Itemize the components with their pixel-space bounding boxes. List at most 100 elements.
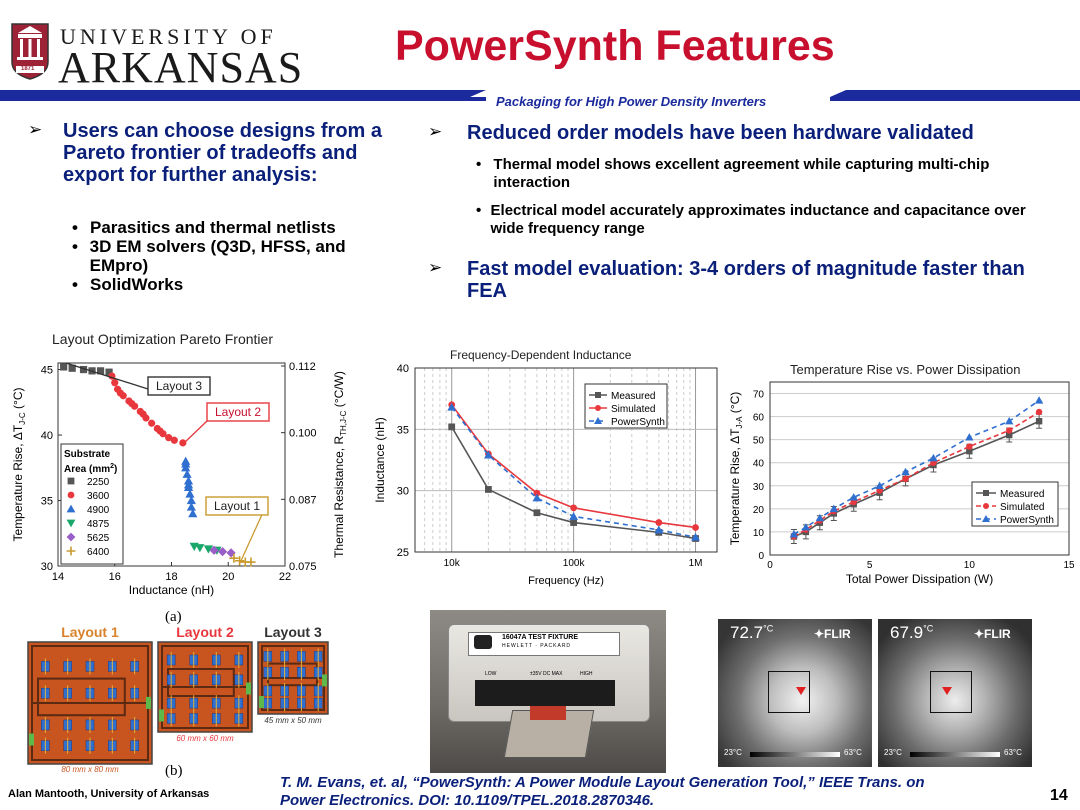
data-point xyxy=(116,389,125,397)
data-point xyxy=(849,493,858,501)
x-tick-label: 20 xyxy=(222,571,234,583)
data-point xyxy=(901,467,910,476)
annotation-label: Layout 2 xyxy=(215,405,261,419)
roi-box xyxy=(768,671,810,713)
data-point xyxy=(570,519,578,526)
data-point xyxy=(209,545,219,555)
legend-marker xyxy=(66,546,76,556)
legend-marker xyxy=(66,532,76,542)
data-point xyxy=(170,436,178,444)
y-tick-label: 50 xyxy=(753,436,765,447)
y-tick-label: 40 xyxy=(397,363,409,375)
fixture-brand: HEWLETT · PACKARD xyxy=(502,643,572,649)
y-tick-label: 10 xyxy=(753,528,765,539)
fixture-slot xyxy=(475,680,615,706)
data-point xyxy=(185,489,195,498)
right-main-bullet-1: Reduced order models have been hardware … xyxy=(467,122,974,144)
y2-tick-label: 0.112 xyxy=(289,361,316,373)
annotation-label: Layout 1 xyxy=(214,499,260,513)
data-point xyxy=(965,433,974,441)
legend-label: 5625 xyxy=(87,533,110,544)
fixture-high-label: HIGH xyxy=(580,671,593,677)
data-point xyxy=(186,495,196,505)
figure-a-label: (a) xyxy=(165,609,182,625)
data-point xyxy=(966,443,973,450)
layout-trace xyxy=(37,677,126,717)
bullet-arrow-icon: ➢ xyxy=(428,122,443,141)
x-tick-label: 10 xyxy=(964,560,976,571)
annotation-box xyxy=(147,376,211,396)
layout-size: 45 mm x 50 mm xyxy=(264,716,322,725)
data-point xyxy=(183,480,194,489)
data-point xyxy=(447,402,457,411)
legend-marker xyxy=(983,490,989,496)
data-point xyxy=(139,410,147,418)
data-point xyxy=(929,453,938,462)
data-point xyxy=(875,481,884,489)
layout-terminal xyxy=(322,674,327,687)
left-sub-item: • 3D EM solvers (Q3D, HFSS, and EMpro) xyxy=(72,237,346,275)
y2-axis-label: Thermal Resistance, RTH,J-C (°C/W) xyxy=(332,371,348,558)
x-tick-label: 0 xyxy=(767,560,773,571)
data-point xyxy=(1006,427,1013,434)
data-point xyxy=(655,519,663,526)
legend-title-2: Area (mm2) xyxy=(64,463,117,475)
hp-logo-icon xyxy=(474,635,492,649)
layout-terminal xyxy=(159,709,164,722)
legend-label: Measured xyxy=(611,391,655,402)
layout-terminal xyxy=(146,696,151,709)
y-tick-label: 45 xyxy=(41,365,53,377)
seal-year: 1871 xyxy=(21,66,35,72)
x-tick-label: 15 xyxy=(1063,560,1075,571)
layout-terminal xyxy=(246,682,251,695)
legend-marker xyxy=(66,504,76,513)
thermal-temp-readout: 67.9°C xyxy=(890,623,934,642)
data-point xyxy=(60,363,68,371)
university-name-line1: UNIVERSITY OF xyxy=(60,24,277,49)
annotation-arrow xyxy=(65,362,149,390)
legend-label: 2250 xyxy=(87,477,110,488)
legend-label: 6400 xyxy=(87,547,110,558)
legend-box xyxy=(60,443,124,565)
data-point xyxy=(1005,417,1014,425)
x-axis-label: Frequency (Hz) xyxy=(528,575,604,587)
page-number: 14 xyxy=(1050,787,1068,804)
x-tick-label: 18 xyxy=(165,571,177,583)
y2-tick-label: 0.087 xyxy=(289,494,317,506)
data-point xyxy=(1035,408,1043,416)
university-name-line2: ARKANSAS xyxy=(58,43,304,92)
data-point xyxy=(246,557,256,567)
data-point xyxy=(156,427,164,435)
footer-reference-2: Power Electronics. DOI: 10.1109/TPEL.201… xyxy=(280,792,655,809)
y-tick-label: 0 xyxy=(758,551,764,562)
x-axis-label: Inductance (nH) xyxy=(129,583,214,597)
layout-boards: Layout 1 80 mm x 80 mm Layout 2 60 mm x 60 … xyxy=(27,624,329,774)
legend-label: 4900 xyxy=(87,505,110,516)
header-bar xyxy=(0,90,1080,101)
annotation-arrow xyxy=(239,514,263,564)
data-point xyxy=(235,556,245,566)
y-axis-label: Temperature Rise, ΔTJ-C (°C) xyxy=(11,388,27,542)
data-point xyxy=(815,513,825,522)
y-tick-label: 25 xyxy=(397,547,409,559)
thermal-scale-max: 63°C xyxy=(844,748,862,757)
legend-label: Simulated xyxy=(611,404,655,415)
footer-reference-1: T. M. Evans, et. al, “PowerSynth: A Powe… xyxy=(280,774,925,791)
left-sub-item: • Parasitics and thermal netlists xyxy=(72,218,336,237)
plot-frame xyxy=(769,381,1070,556)
data-point xyxy=(188,509,198,518)
legend-label: 3600 xyxy=(87,491,110,502)
legend-marker xyxy=(595,392,601,398)
layout-size: 80 mm x 80 mm xyxy=(61,765,119,774)
legend-marker xyxy=(595,405,601,411)
legend-marker xyxy=(982,515,990,522)
bullet-arrow-icon: ➢ xyxy=(428,258,443,277)
data-point xyxy=(111,379,119,387)
data-point xyxy=(1006,431,1013,439)
roi-box xyxy=(930,671,972,713)
data-point xyxy=(569,512,579,520)
data-point xyxy=(181,459,191,468)
data-point xyxy=(966,448,973,455)
bullet-arrow-icon: ➢ xyxy=(28,120,43,139)
legend-label: PowerSynth xyxy=(1000,515,1054,526)
